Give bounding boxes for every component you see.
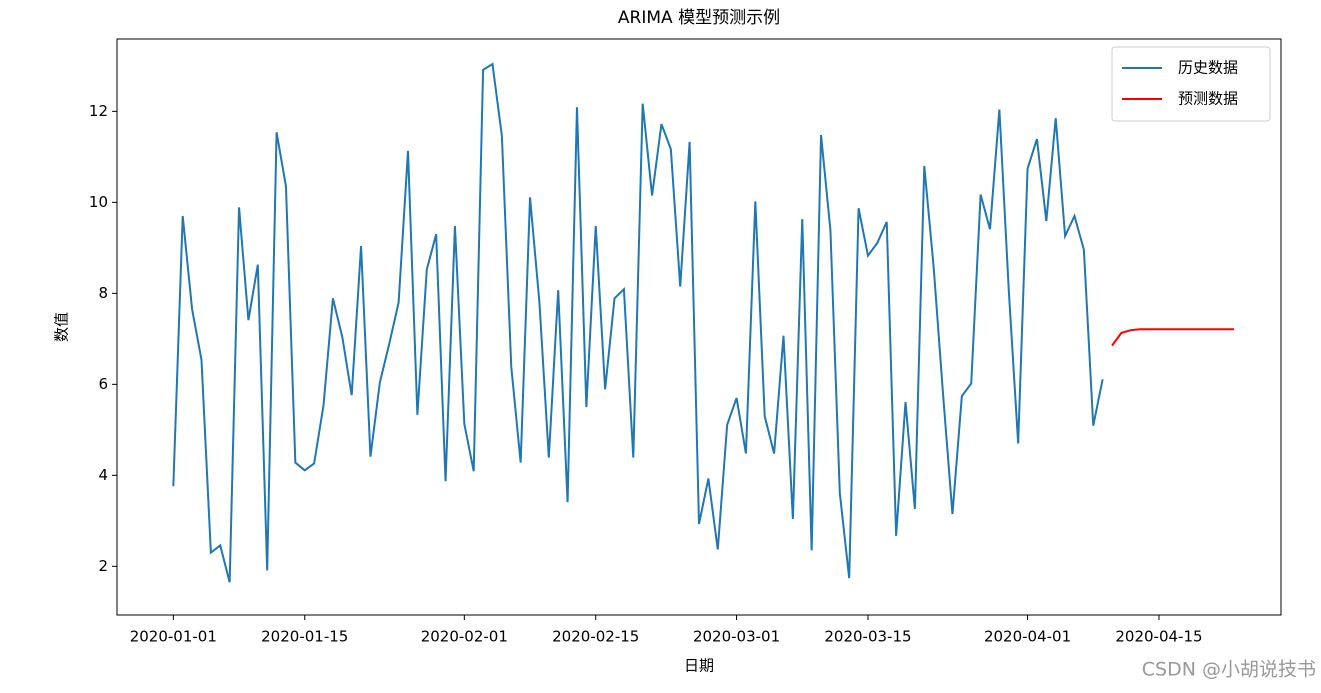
- x-tick-label: 2020-02-15: [552, 628, 639, 646]
- x-tick-label: 2020-04-15: [1115, 628, 1202, 646]
- x-tick-label: 2020-01-01: [130, 628, 217, 646]
- y-tick-label: 8: [98, 284, 108, 302]
- legend-label: 历史数据: [1178, 59, 1238, 77]
- x-tick-label: 2020-02-01: [421, 628, 508, 646]
- x-tick-label: 2020-03-15: [824, 628, 911, 646]
- data-line: [172, 62, 1104, 583]
- x-tick-label: 2020-01-15: [261, 628, 348, 646]
- legend-box: [1111, 46, 1271, 122]
- y-tick-label: 12: [89, 102, 108, 120]
- y-tick-label: 6: [98, 375, 108, 393]
- x-tick-label: 2020-03-01: [693, 628, 780, 646]
- plot-frame: [116, 38, 1282, 616]
- chart-title: ARIMA 模型预测示例: [618, 8, 780, 28]
- y-tick-label: 10: [89, 193, 108, 211]
- x-axis-label: 日期: [684, 657, 714, 675]
- data-line: [1111, 328, 1235, 347]
- watermark: CSDN @小胡说技书: [1142, 659, 1316, 681]
- y-axis-label: 数值: [53, 312, 71, 342]
- y-tick-label: 2: [98, 557, 108, 575]
- legend-label: 预测数据: [1178, 90, 1238, 108]
- x-tick-label: 2020-04-01: [984, 628, 1071, 646]
- y-tick-label: 4: [98, 466, 108, 484]
